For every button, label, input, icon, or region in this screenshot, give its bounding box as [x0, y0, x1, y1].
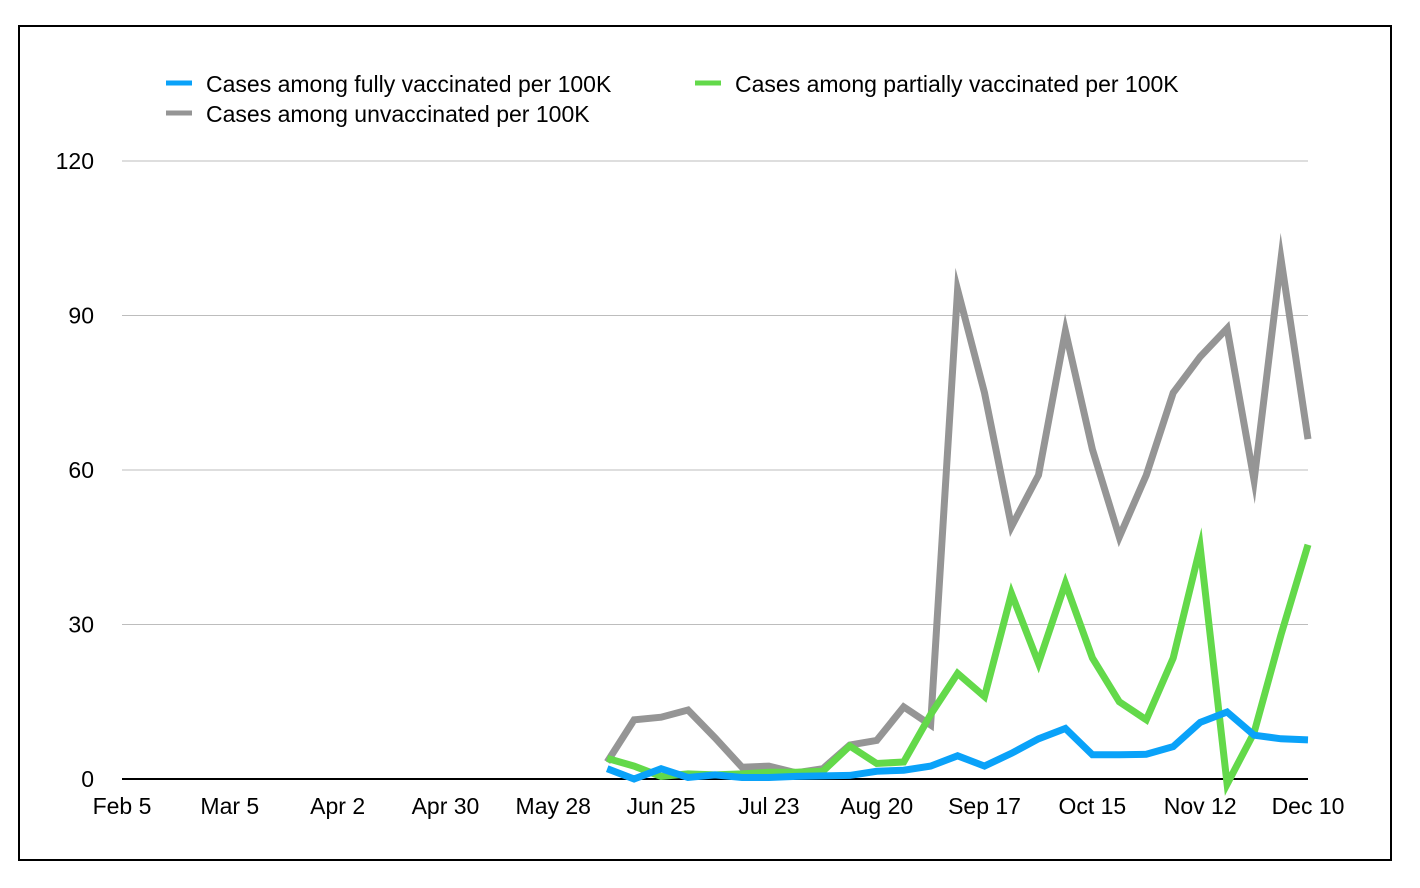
legend-label: Cases among fully vaccinated per 100K [206, 71, 612, 97]
x-tick-label: Feb 5 [93, 793, 152, 819]
y-tick-label: 90 [68, 303, 94, 329]
x-tick-label: Sep 17 [948, 793, 1021, 819]
series-line [606, 527, 1312, 796]
y-tick-label: 30 [68, 612, 94, 638]
y-tick-label: 60 [68, 457, 94, 483]
x-tick-label: Apr 30 [412, 793, 480, 819]
x-tick-label: Mar 5 [200, 793, 259, 819]
x-tick-label: May 28 [516, 793, 591, 819]
series-line [604, 232, 1312, 777]
legend-label: Cases among unvaccinated per 100K [206, 101, 590, 127]
series-line [605, 707, 1309, 783]
x-tick-label: Dec 10 [1272, 793, 1345, 819]
x-tick-label: Oct 15 [1058, 793, 1126, 819]
chart-frame [18, 25, 1392, 861]
x-tick-label: Aug 20 [840, 793, 913, 819]
legend-label: Cases among partially vaccinated per 100… [735, 71, 1179, 97]
x-tick-label: Nov 12 [1164, 793, 1237, 819]
y-tick-label: 120 [56, 148, 94, 174]
x-tick-label: Jun 25 [627, 793, 696, 819]
y-tick-label: 0 [81, 766, 94, 792]
x-tick-label: Apr 2 [310, 793, 365, 819]
x-tick-label: Jul 23 [738, 793, 799, 819]
